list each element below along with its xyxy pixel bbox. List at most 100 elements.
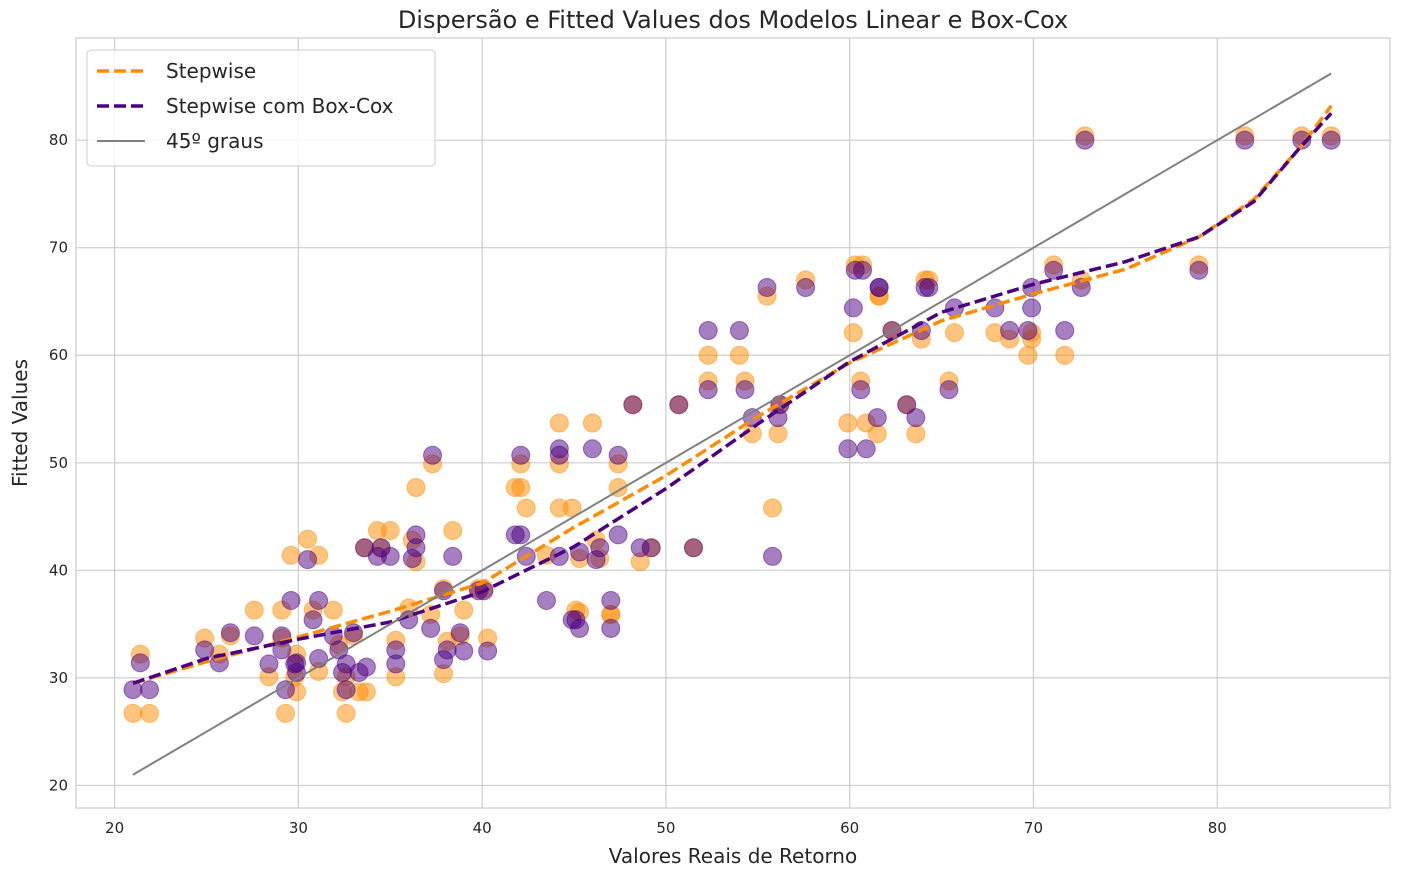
legend-label-stepwise: Stepwise (166, 59, 256, 83)
legend: Stepwise Stepwise com Box-Cox 45º graus (86, 49, 436, 167)
boxcox-point (287, 653, 307, 673)
boxcox-point (443, 546, 463, 566)
stepwise-point (511, 478, 531, 498)
stepwise-point (516, 498, 536, 518)
boxcox-point (796, 277, 816, 297)
stepwise-point (244, 600, 264, 620)
y-tick-label: 40 (49, 561, 68, 579)
x-axis-label: Valores Reais de Retorno (609, 844, 857, 868)
stepwise-point (123, 703, 143, 723)
stepwise-point (768, 424, 788, 444)
stepwise-point (906, 424, 926, 444)
boxcox-point (1022, 298, 1042, 318)
boxcox-point (867, 408, 887, 428)
y-tick-label: 70 (49, 239, 68, 257)
boxcox-point (454, 641, 474, 661)
boxcox-point (570, 618, 590, 638)
boxcox-point (601, 590, 621, 610)
stepwise-point (608, 478, 628, 498)
boxcox-point (511, 525, 531, 545)
legend-label-boxcox: Stepwise com Box-Cox (166, 94, 394, 118)
boxcox-point (380, 546, 400, 566)
scatter-points (123, 126, 1341, 723)
boxcox-point (590, 538, 610, 558)
boxcox-point (536, 590, 556, 610)
boxcox-point (1055, 321, 1075, 341)
boxcox-point (919, 277, 939, 297)
stepwise-point (323, 600, 343, 620)
legend-label-45-degrees: 45º graus (166, 129, 264, 153)
stepwise-point (298, 529, 318, 549)
stepwise-point (276, 703, 296, 723)
boxcox-point (423, 445, 443, 465)
stepwise-point (356, 682, 376, 702)
stepwise-line (132, 104, 1333, 685)
chart-title: Dispersão e Fitted Values dos Modelos Li… (398, 6, 1068, 34)
boxcox-point (1018, 321, 1038, 341)
boxcox-point (869, 277, 889, 297)
boxcox-point (735, 380, 755, 400)
boxcox-point (421, 618, 441, 638)
stepwise-point (763, 498, 783, 518)
boxcox-line (132, 112, 1333, 685)
y-axis-label: Fitted Values (8, 359, 32, 487)
stepwise-point (281, 545, 301, 565)
plot-frame (75, 37, 1391, 809)
x-tick-label: 80 (1208, 819, 1227, 837)
stepwise-point (406, 478, 426, 498)
boxcox-point (259, 654, 279, 674)
45-degree-line (132, 72, 1332, 776)
boxcox-point (220, 623, 240, 643)
boxcox-point (1235, 130, 1255, 150)
boxcox-point (623, 395, 643, 415)
boxcox-point (843, 298, 863, 318)
boxcox-point (195, 640, 215, 660)
boxcox-point (303, 610, 323, 630)
stepwise-point (380, 521, 400, 541)
boxcox-point (549, 546, 569, 566)
stepwise-point (729, 345, 749, 365)
legend-box (86, 49, 436, 167)
boxcox-point (244, 626, 264, 646)
boxcox-point (906, 408, 926, 428)
boxcox-point (1292, 130, 1312, 150)
stepwise-point (1055, 345, 1075, 365)
y-tick-label: 50 (49, 454, 68, 472)
boxcox-point (851, 380, 871, 400)
stepwise-point (336, 703, 356, 723)
boxcox-point (406, 538, 426, 558)
stepwise-point (1018, 345, 1038, 365)
boxcox-point (897, 395, 917, 415)
stepwise-point (944, 323, 964, 343)
stepwise-point (867, 424, 887, 444)
boxcox-point (281, 590, 301, 610)
boxcox-point (582, 439, 602, 459)
x-tick-label: 60 (840, 819, 859, 837)
stepwise-point (454, 600, 474, 620)
boxcox-point (356, 657, 376, 677)
boxcox-point (763, 546, 783, 566)
boxcox-point (511, 445, 531, 465)
boxcox-point (1075, 130, 1095, 150)
boxcox-point (601, 618, 621, 638)
tick-labels: 20 30 40 50 60 70 80 20 30 40 50 60 70 80 (49, 131, 1227, 837)
boxcox-point (450, 623, 470, 643)
boxcox-point (130, 653, 150, 673)
y-tick-label: 60 (49, 346, 68, 364)
x-tick-label: 20 (105, 819, 124, 837)
boxcox-point (437, 640, 457, 660)
boxcox-point (344, 623, 364, 643)
boxcox-point (939, 380, 959, 400)
boxcox-point (386, 640, 406, 660)
boxcox-point (1321, 130, 1341, 150)
stepwise-point (843, 323, 863, 343)
boxcox-point (309, 649, 329, 669)
y-tick-label: 20 (49, 776, 68, 794)
boxcox-point (669, 395, 689, 415)
boxcox-point (123, 680, 143, 700)
x-tick-label: 30 (289, 819, 308, 837)
boxcox-point (608, 445, 628, 465)
boxcox-point (140, 680, 160, 700)
stepwise-point (838, 413, 858, 433)
